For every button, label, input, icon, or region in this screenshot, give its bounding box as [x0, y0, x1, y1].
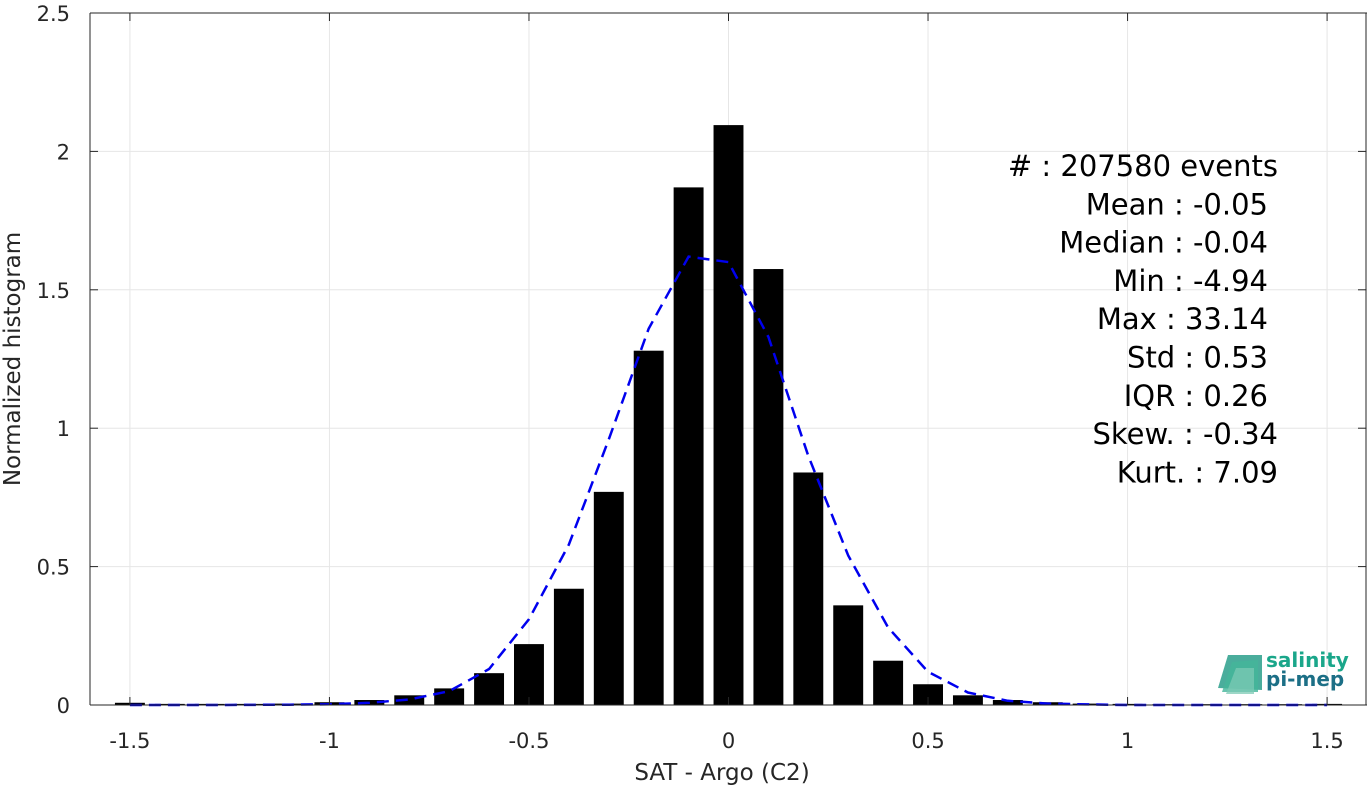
stat-line: Median : -0.04: [1059, 226, 1268, 260]
x-tick-label: 1.5: [1310, 729, 1343, 753]
histogram-bar: [793, 472, 824, 705]
logo-line-1: salinity: [1266, 648, 1349, 672]
stat-line: IQR : 0.26: [1124, 379, 1268, 413]
stat-line: Kurt. : 7.09: [1117, 455, 1278, 489]
histogram-bar: [434, 688, 465, 705]
histogram-bar: [474, 673, 505, 705]
tick-labels: -1.5 -1 -0.5 0 0.5 1 1.5 0 0.5 1 1.5 2 2.5: [37, 2, 1344, 753]
stat-line: Min : -4.94: [1113, 264, 1268, 298]
y-tick-label: 2.5: [37, 2, 70, 26]
salinity-pi-mep-logo: salinity pi-mep: [1218, 648, 1349, 694]
y-tick-label: 0.5: [37, 556, 70, 580]
histogram-bar: [394, 695, 425, 705]
histogram-bar: [873, 660, 904, 705]
stat-line: Mean : -0.05: [1086, 187, 1268, 221]
stat-line: # : 207580 events: [1008, 149, 1278, 183]
histogram-bar: [673, 187, 704, 705]
histogram-bars: [114, 125, 1343, 705]
x-tick-label: 1: [1121, 729, 1134, 753]
histogram-bar: [913, 684, 943, 705]
y-axis-label: Normalized histogram: [0, 232, 26, 486]
stat-line: Max : 33.14: [1097, 302, 1268, 336]
histogram-bar: [753, 269, 784, 705]
y-tick-label: 1: [57, 417, 70, 441]
statistics-box: # : 207580 events Mean : -0.05 Median : -0…: [1008, 149, 1278, 489]
stat-line: Std : 0.53: [1127, 341, 1268, 375]
logo-line-2: pi-mep: [1266, 667, 1344, 691]
histogram-bar: [992, 700, 1023, 705]
x-tick-label: -0.5: [508, 729, 549, 753]
histogram-bar: [633, 350, 664, 705]
x-tick-label: 0: [722, 729, 735, 753]
histogram-bar: [553, 588, 584, 705]
x-tick-label: -1.5: [109, 729, 150, 753]
fit-curve: [129, 255, 1328, 707]
fit-curve-line: [129, 255, 1328, 707]
histogram-bar: [713, 125, 744, 705]
y-tick-label: 1.5: [37, 279, 70, 303]
histogram-bar: [952, 695, 983, 705]
x-axis-label: SAT - Argo (C2): [634, 760, 809, 786]
axes: [89, 12, 1367, 706]
logo-mark: [1218, 655, 1262, 694]
histogram-bar: [593, 491, 624, 705]
histogram-bar: [833, 605, 864, 705]
histogram-bar: [514, 644, 544, 705]
y-tick-label: 0: [57, 694, 70, 718]
stat-line: Skew. : -0.34: [1092, 417, 1278, 451]
x-tick-label: 0.5: [911, 729, 944, 753]
x-tick-label: -1: [319, 729, 340, 753]
y-tick-label: 2: [57, 140, 70, 164]
